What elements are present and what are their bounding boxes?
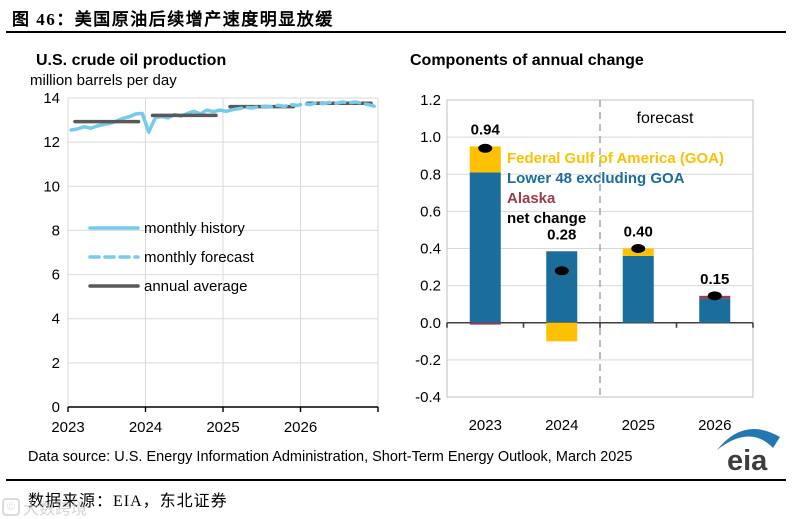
bar-segment xyxy=(622,255,654,323)
x-tick-label: 2024 xyxy=(545,417,578,434)
x-tick-label: 2023 xyxy=(469,417,502,434)
eia-logo-text: eia xyxy=(727,445,768,476)
bar-value-label: 0.15 xyxy=(700,271,729,288)
watermark: © 大数跨境 xyxy=(2,495,87,519)
y-tick-label: 0.0 xyxy=(420,315,441,332)
bar-segment xyxy=(469,172,501,323)
x-tick-label: 2026 xyxy=(698,417,731,434)
monthly-history-line xyxy=(69,107,235,134)
bar-value-label: 0.40 xyxy=(624,224,653,241)
right-legend: Federal Gulf of America (GOA) Lower 48 ex… xyxy=(507,150,724,227)
legend-label: monthly forecast xyxy=(144,249,255,266)
y-tick-label: 0.4 xyxy=(420,241,441,258)
watermark-text: 大数跨境 xyxy=(23,501,88,518)
left-legend: monthly history monthly forecast annual av… xyxy=(88,220,255,295)
chinese-source-note: 数据来源：EIA，东北证券 xyxy=(28,493,228,510)
y-tick-label: 10 xyxy=(43,178,60,195)
annual-change-bar-chart: -0.4 -0.2 0.0 0.2 0.4 0.6 0.8 1.0 1.2 forecast 0.9… xyxy=(415,92,754,434)
y-tick-label: -0.2 xyxy=(415,352,441,369)
net-change-dot xyxy=(631,244,646,253)
figure-title: 图 46：美国原油后续增产速度明显放缓 xyxy=(12,10,334,29)
net-change-dot xyxy=(554,266,569,276)
legend-label: Lower 48 excluding GOA xyxy=(507,170,685,187)
y-tick-label: 1.2 xyxy=(420,92,441,109)
bar-value-label: 0.94 xyxy=(471,121,501,138)
legend-label: net change xyxy=(507,210,586,227)
y-tick-label: 12 xyxy=(43,134,60,151)
data-source-note: Data source: U.S. Energy Information Adm… xyxy=(28,449,633,465)
bar-segment xyxy=(546,322,578,342)
footer-divider xyxy=(6,479,786,481)
bar-value-label: 0.28 xyxy=(547,226,576,243)
bar-segment xyxy=(699,298,731,323)
x-tick-label: 2025 xyxy=(206,419,239,436)
y-tick-label: 2 xyxy=(52,355,60,372)
x-tick-label: 2023 xyxy=(51,419,84,436)
legend-label: Alaska xyxy=(507,190,556,207)
x-tick-label: 2024 xyxy=(129,419,162,436)
y-tick-label: 0.6 xyxy=(420,203,441,220)
right-chart-title: Components of annual change xyxy=(410,52,644,69)
watermark-icon: © xyxy=(2,498,20,516)
left-chart-title: U.S. crude oil production xyxy=(36,52,227,69)
y-tick-label: -0.4 xyxy=(415,389,441,406)
y-tick-label: 0.2 xyxy=(420,278,441,295)
y-tick-label: 0 xyxy=(52,399,60,416)
y-tick-label: 0.8 xyxy=(420,166,441,183)
legend-label: annual average xyxy=(144,278,247,295)
y-tick-label: 1.0 xyxy=(420,129,441,146)
bar-segment xyxy=(469,322,501,325)
production-line-chart: 0 2 4 6 8 10 12 14 2023 2024 2025 2026 monthly histo… xyxy=(43,90,379,436)
y-tick-label: 14 xyxy=(43,90,60,107)
eia-logo: eia xyxy=(714,420,784,477)
legend-label: Federal Gulf of America (GOA) xyxy=(507,150,724,167)
net-change-dot xyxy=(707,291,722,301)
monthly-forecast-line xyxy=(230,100,377,112)
title-underline xyxy=(6,31,786,33)
legend-label: monthly history xyxy=(144,220,245,237)
x-tick-label: 2026 xyxy=(284,419,317,436)
y-tick-label: 8 xyxy=(52,222,60,239)
left-chart-subtitle: million barrels per day xyxy=(30,72,177,89)
eia-swoosh-icon: eia xyxy=(717,428,780,477)
forecast-label: forecast xyxy=(637,110,694,127)
y-tick-label: 4 xyxy=(52,311,60,328)
x-tick-label: 2025 xyxy=(622,417,655,434)
net-change-dot xyxy=(478,143,493,153)
bar-segment xyxy=(546,251,578,323)
y-tick-label: 6 xyxy=(52,267,60,284)
